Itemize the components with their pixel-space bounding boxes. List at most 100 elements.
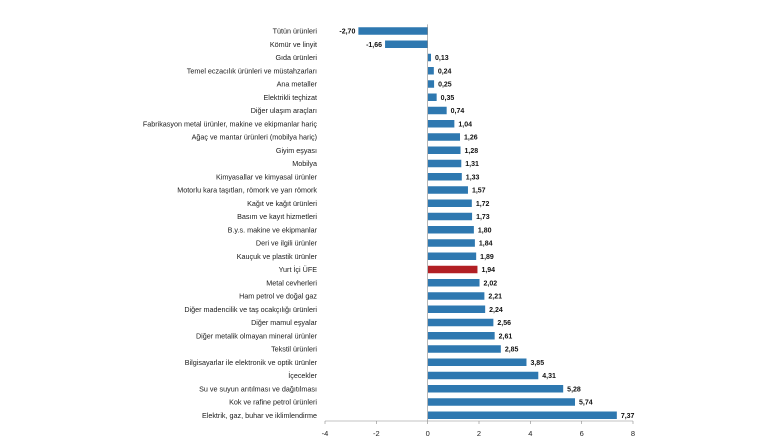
bar: [427, 411, 617, 419]
category-label: Elektrikli teçhizat: [263, 93, 317, 102]
value-label: -2,70: [339, 29, 355, 36]
category-label: Kağıt ve kağıt ürünleri: [247, 199, 317, 208]
category-label: Elektrik, gaz, buhar ve iklimlendirme: [202, 411, 317, 420]
value-label: 5,28: [567, 386, 581, 393]
category-label: Kömür ve linyit: [270, 40, 317, 49]
value-label: 2,61: [499, 333, 513, 340]
bar: [385, 40, 428, 48]
value-label: 2,24: [489, 307, 503, 314]
category-label: Deri ve ilgili ürünler: [256, 239, 318, 248]
bar: [427, 106, 447, 115]
value-label: 2,85: [505, 347, 519, 354]
bar: [427, 146, 461, 154]
bar-highlight: [427, 265, 478, 274]
category-label: Ana metaller: [277, 80, 318, 89]
category-label: Tütün ürünleri: [273, 27, 318, 36]
value-label: 1,57: [472, 188, 486, 195]
bar: [427, 186, 468, 194]
category-label: Bilgisayarlar ile elektronik ve optik ür…: [185, 358, 318, 367]
value-label: 1,84: [479, 241, 493, 248]
category-label: Temel eczacılık ürünleri ve müstahzarlar…: [187, 66, 317, 75]
value-label: 2,56: [497, 320, 511, 327]
category-label: Kok ve rafine petrol ürünleri: [229, 398, 317, 407]
value-label: 2,02: [484, 280, 498, 287]
value-label: 1,28: [465, 148, 479, 155]
category-label: Su ve suyun arıtılması ve dağıtılması: [199, 384, 317, 393]
x-tick-label: 0: [426, 429, 430, 438]
category-label: İçecekler: [288, 371, 317, 380]
value-label: 1,26: [464, 135, 478, 142]
category-label: Motorlu kara taşıtları, römork ve yarı r…: [177, 186, 317, 195]
value-label: 5,74: [579, 400, 593, 407]
bar: [427, 318, 494, 327]
category-label: Fabrikasyon metal ürünler, makine ve eki…: [143, 119, 318, 128]
bar: [427, 239, 475, 247]
category-label: Yurt İçi ÜFE: [279, 265, 318, 274]
bar: [427, 173, 462, 181]
bar: [427, 345, 501, 353]
category-label: B.y.s. makine ve ekipmanlar: [228, 225, 318, 234]
category-label: Tekstil ürünleri: [271, 345, 317, 354]
bar: [427, 80, 435, 88]
value-label: 7,37: [621, 413, 635, 420]
category-label: Diğer mamul eşyalar: [251, 318, 318, 327]
value-label: 1,33: [466, 174, 480, 181]
bar: [427, 371, 539, 380]
bar: [427, 385, 564, 393]
category-label: Kimyasallar ve kimyasal ürünler: [216, 172, 318, 181]
bar: [427, 305, 486, 313]
value-label: 1,94: [481, 267, 495, 274]
category-label: Kauçuk ve plastik ürünler: [237, 252, 318, 261]
category-label: Giyim eşyası: [276, 146, 317, 155]
x-tick-label: 4: [528, 429, 532, 438]
bar: [427, 226, 474, 234]
bar: [427, 279, 480, 287]
bar: [427, 53, 432, 62]
bar: [427, 199, 472, 207]
category-label: Basım ve kayıt hizmetleri: [237, 212, 317, 221]
bar: [427, 332, 495, 340]
value-label: 3,85: [530, 360, 544, 367]
category-label: Ağaç ve mantar ürünleri (mobilya hariç): [192, 133, 317, 142]
value-label: 0,24: [438, 68, 452, 75]
category-label: Mobilya: [292, 159, 317, 168]
category-label: Gıda ürünleri: [275, 53, 317, 62]
bars-group: Tütün ürünleri -2,70 Kömür ve linyit -1,66 G…: [143, 27, 635, 420]
bar: [427, 358, 527, 366]
bar: [427, 252, 477, 260]
x-tick-label: 8: [631, 429, 635, 438]
category-label: Diğer madencilik ve taş ocakçılığı ürünl…: [184, 305, 317, 314]
value-label: -1,66: [366, 42, 382, 49]
bar: [427, 67, 434, 75]
x-tick-label: -2: [373, 429, 380, 438]
value-label: 1,31: [465, 161, 479, 168]
bar: [427, 133, 461, 141]
category-label: Diğer ulaşım araçları: [251, 106, 317, 115]
bar: [427, 93, 437, 101]
x-tick-label: 6: [580, 429, 584, 438]
bar: [427, 159, 462, 168]
value-label: 0,25: [438, 82, 452, 89]
x-tick-label: 2: [477, 429, 481, 438]
x-tick-label: -4: [322, 429, 329, 438]
category-label: Diğer metalik olmayan mineral ürünler: [196, 331, 318, 340]
bar: [427, 212, 473, 221]
bar: [427, 120, 455, 128]
value-label: 4,31: [542, 373, 556, 380]
value-label: 1,89: [480, 254, 494, 261]
value-label: 1,72: [476, 201, 490, 208]
value-label: 0,13: [435, 55, 449, 62]
bar: [427, 292, 485, 300]
bar: [358, 27, 428, 35]
value-label: 1,73: [476, 214, 490, 221]
bar: [427, 398, 575, 406]
category-label: Metal cevherleri: [266, 278, 317, 287]
value-label: 1,04: [458, 121, 472, 128]
x-axis: -4 -2 0 2 4 6 8: [322, 24, 635, 438]
value-label: 0,74: [451, 108, 465, 115]
value-label: 1,80: [478, 227, 492, 234]
value-label: 0,35: [441, 95, 455, 102]
category-label: Ham petrol ve doğal gaz: [239, 292, 317, 301]
value-label: 2,21: [488, 294, 502, 301]
